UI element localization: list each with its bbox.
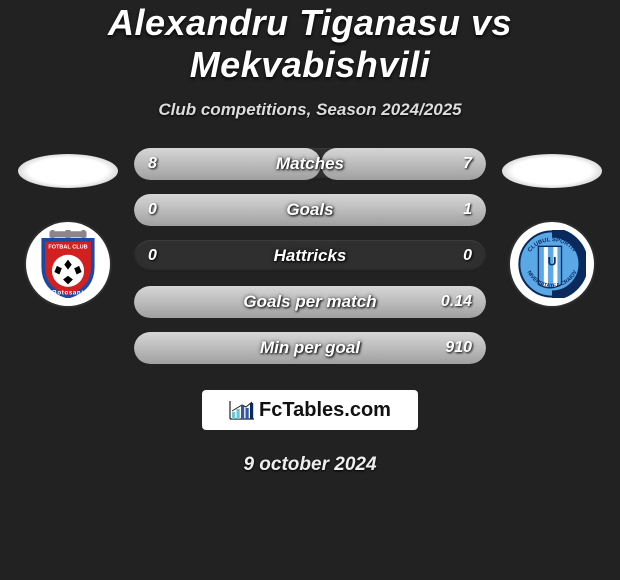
stat-value-right: 0: [463, 247, 472, 265]
stat-row: Hattricks 0 0: [134, 240, 486, 272]
stat-fill-right: [321, 148, 486, 180]
comparison-card: Alexandru Tiganasu vs Mekvabishvili Club…: [0, 0, 620, 476]
stat-row: Matches 8 7: [134, 148, 486, 180]
stat-value-right: 1: [463, 201, 472, 219]
branding-badge[interactable]: FcTables.com: [202, 390, 418, 430]
stat-row: Goals per match 0.14: [134, 286, 486, 318]
club-badge-left: FOTBAL CLUB Botosani: [26, 222, 110, 306]
club-badge-right: CLUBUL SPORTIV U UNIVER: [510, 222, 594, 306]
player-silhouette-right: [502, 154, 602, 188]
body-row: FOTBAL CLUB Botosani Matches 8 7 Goals 0 1 Hat…: [0, 148, 620, 364]
branding-text: FcTables.com: [259, 399, 391, 422]
stat-label: Goals: [286, 200, 333, 220]
stat-label: Hattricks: [274, 246, 347, 266]
stat-value-right: 0.14: [441, 293, 472, 311]
stats-column: Matches 8 7 Goals 0 1 Hattricks 0 0 Goals per mat…: [134, 148, 486, 364]
svg-text:Botosani: Botosani: [52, 289, 83, 296]
date-label: 9 october 2024: [0, 454, 620, 476]
club-logo-botosani-icon: FOTBAL CLUB Botosani: [34, 230, 102, 298]
stat-value-left: 0: [148, 247, 157, 265]
stat-label: Min per goal: [260, 338, 360, 358]
stat-value-right: 910: [445, 339, 472, 357]
stat-row: Goals 0 1: [134, 194, 486, 226]
svg-text:U: U: [548, 254, 557, 268]
subtitle: Club competitions, Season 2024/2025: [0, 100, 620, 120]
stat-value-left: 8: [148, 155, 157, 173]
stat-label: Goals per match: [243, 292, 376, 312]
stat-row: Min per goal 910: [134, 332, 486, 364]
left-side: FOTBAL CLUB Botosani: [18, 148, 118, 306]
stat-value-right: 7: [463, 155, 472, 173]
fctables-logo-icon: [229, 400, 255, 420]
stat-value-left: 0: [148, 201, 157, 219]
player-silhouette-left: [18, 154, 118, 188]
stat-label: Matches: [276, 154, 344, 174]
club-logo-craiova-icon: CLUBUL SPORTIV U UNIVER: [518, 230, 586, 298]
svg-text:FOTBAL CLUB: FOTBAL CLUB: [48, 245, 87, 251]
right-side: CLUBUL SPORTIV U UNIVER: [502, 148, 602, 306]
page-title: Alexandru Tiganasu vs Mekvabishvili: [0, 2, 620, 86]
